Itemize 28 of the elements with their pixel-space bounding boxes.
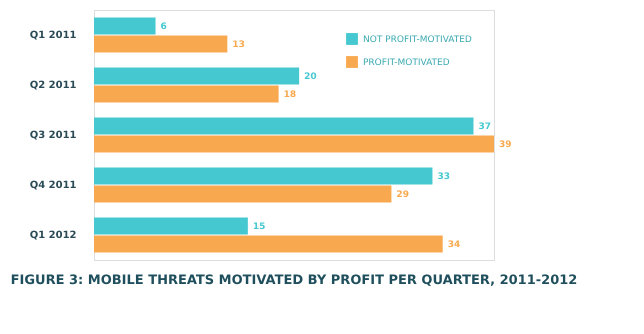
- bar: [94, 18, 156, 35]
- data-label: 33: [437, 172, 450, 182]
- bar: [94, 118, 474, 135]
- data-label: 18: [284, 90, 296, 100]
- bar: [94, 135, 494, 152]
- text: FIGURE 3: MOBILE THREATS MOTIVATED BY PROFIT PER QUARTER, 2011-2012: [10, 273, 578, 288]
- y-tick-label: Q2 2011: [30, 80, 77, 91]
- data-label: 39: [499, 140, 512, 150]
- data-label: 34: [448, 240, 460, 250]
- bar: [94, 218, 248, 235]
- bar: [94, 185, 392, 202]
- bar: [94, 68, 300, 85]
- bar: [94, 168, 432, 185]
- data-label: 37: [478, 122, 492, 132]
- legend-label: PROFIT-MOTIVATED: [363, 58, 450, 68]
- data-label: 20: [304, 72, 317, 82]
- legend-label: NOT PROFIT-MOTIVATED: [363, 35, 472, 45]
- data-label: 13: [232, 40, 245, 50]
- bar: [94, 35, 228, 52]
- y-tick-label: Q1 2011: [30, 30, 77, 41]
- y-tick-label: Q1 2012: [30, 230, 77, 241]
- data-label: 29: [396, 190, 409, 200]
- bar: [94, 235, 443, 252]
- data-label: 15: [252, 222, 266, 232]
- bar: [94, 85, 279, 102]
- data-label: 6: [160, 22, 167, 32]
- y-tick-label: Q3 2011: [30, 130, 77, 141]
- y-tick-label: Q4 2011: [30, 180, 77, 191]
